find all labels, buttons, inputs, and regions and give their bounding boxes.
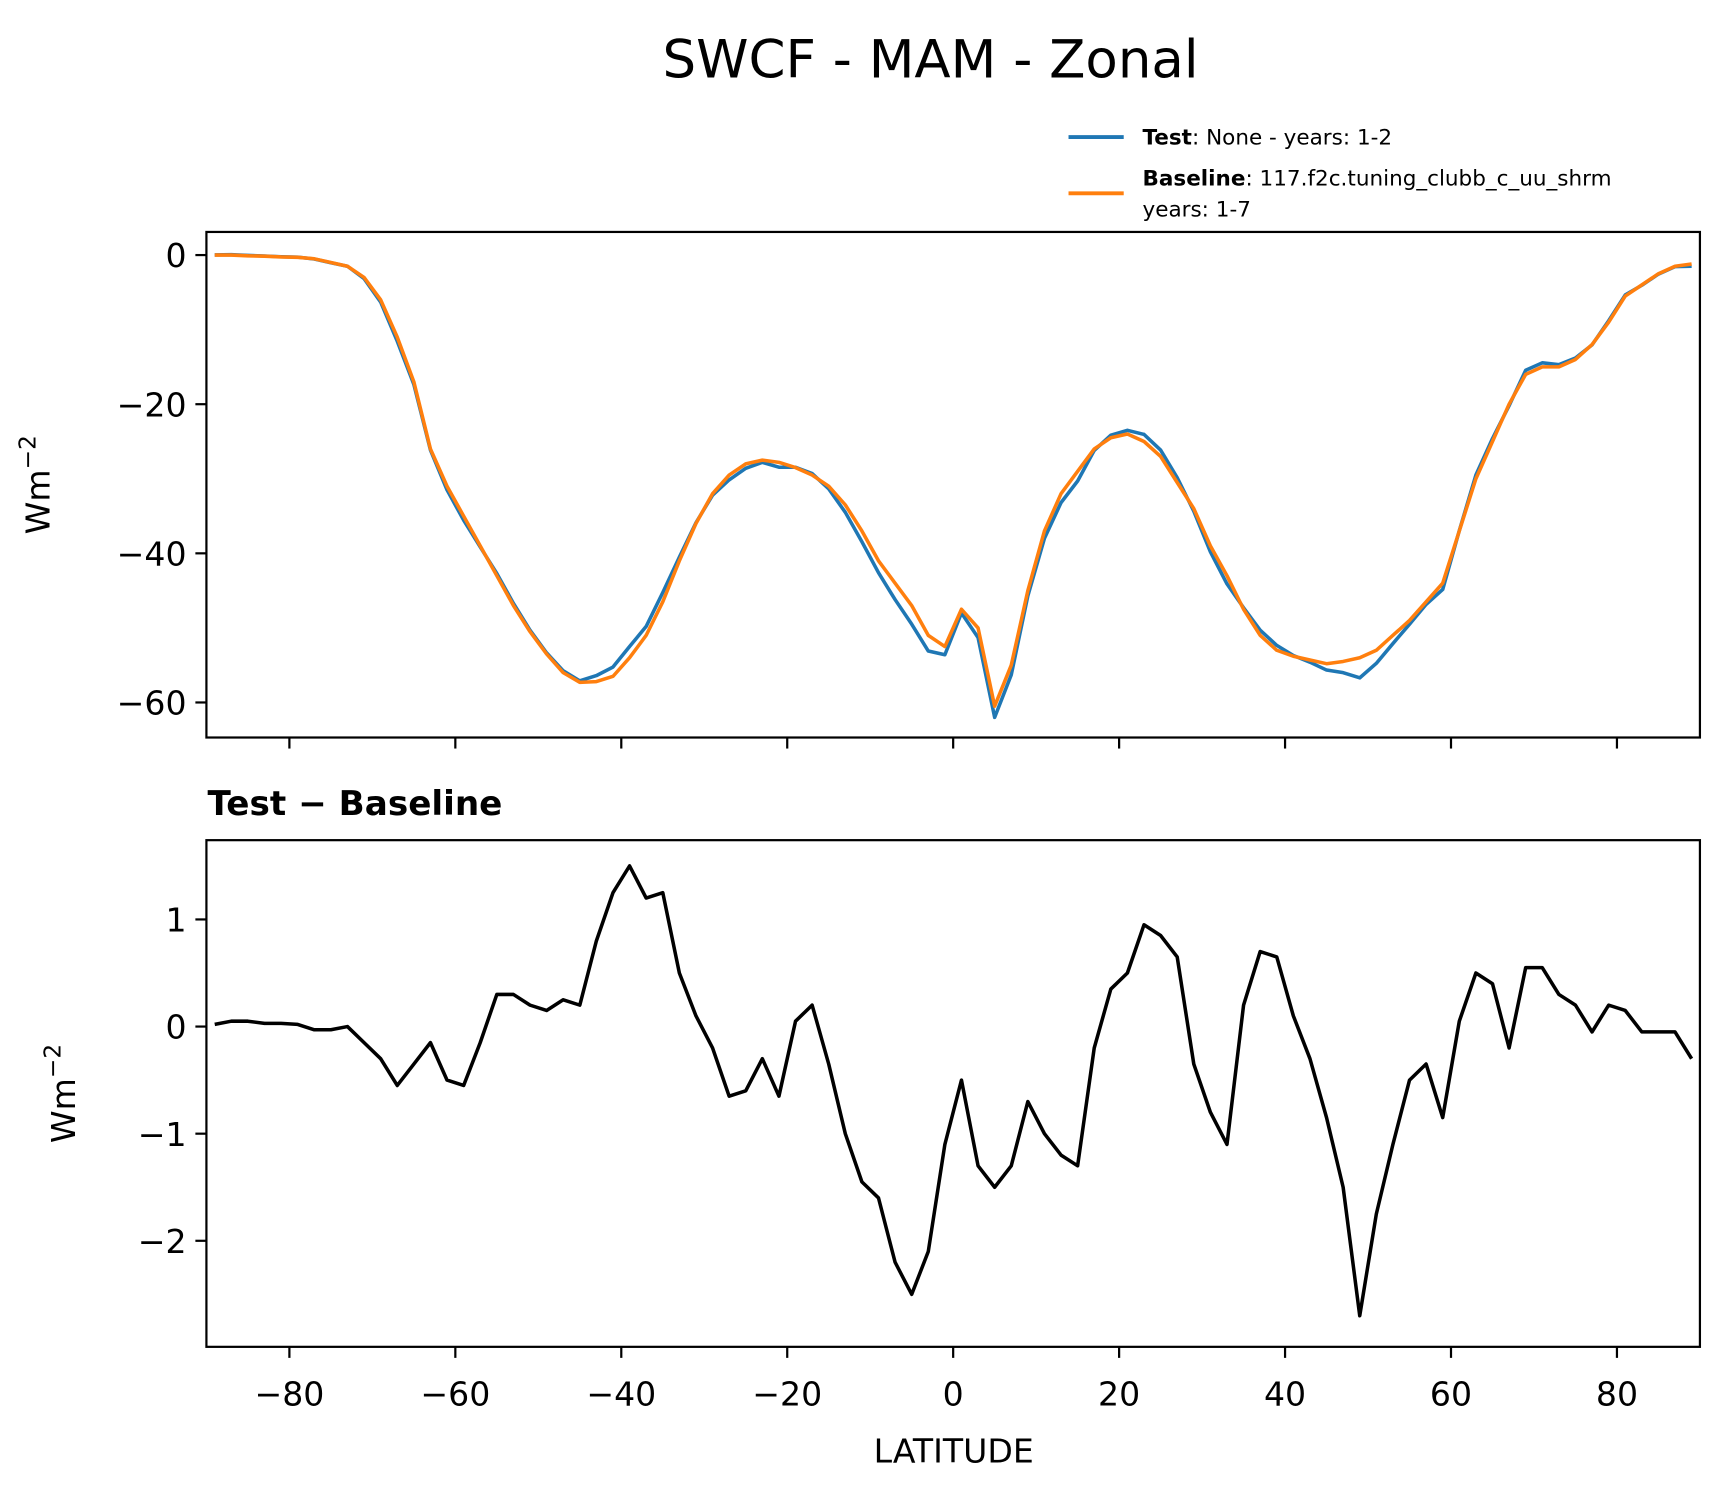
subplot-title: Test − Baseline — [208, 784, 503, 824]
data-line — [214, 864, 1694, 1318]
y-axis-label: Wm−2 — [40, 1044, 83, 1143]
legend-description: : None - years: 1-2 — [1192, 126, 1392, 151]
legend-description: years: 1-7 — [1142, 197, 1250, 222]
y-tick-label: 1 — [165, 901, 186, 940]
y-axis-label-base: Wm — [19, 469, 58, 534]
legend-label: Baseline: 117.f2c.tuning_clubb_c_uu_shrm — [1142, 167, 1611, 192]
figure-title: SWCF - MAM - Zonal — [662, 29, 1198, 90]
legend-name: Baseline — [1142, 167, 1245, 192]
y-tick-label: −20 — [117, 385, 187, 424]
data-line — [214, 253, 1692, 708]
x-tick-label: −80 — [254, 1374, 324, 1413]
y-axis-label: Wm−2 — [14, 435, 57, 534]
legend-label: Test: None - years: 1-2 — [1142, 126, 1392, 151]
y-tick-label: −2 — [138, 1222, 187, 1261]
x-tick-label: 20 — [1098, 1374, 1140, 1413]
x-tick-label: −60 — [420, 1374, 490, 1413]
y-tick-label: −1 — [138, 1115, 187, 1154]
x-axis-label: LATITUDE — [874, 1432, 1034, 1471]
y-tick-label: 0 — [165, 1008, 186, 1047]
x-tick-label: 80 — [1596, 1374, 1638, 1413]
plot-frame — [205, 839, 1702, 1348]
x-tick-label: −20 — [752, 1374, 822, 1413]
y-tick-label: −60 — [117, 684, 187, 723]
y-axis-label-exponent: −2 — [40, 1044, 67, 1078]
legend-name: Test — [1142, 126, 1192, 151]
x-tick-label: 0 — [943, 1374, 964, 1413]
x-tick-label: −40 — [586, 1374, 656, 1413]
y-axis-label-exponent: −2 — [14, 435, 41, 469]
y-tick-label: −40 — [117, 534, 187, 573]
legend-label: years: 1-7 — [1142, 197, 1250, 222]
y-axis-label-base: Wm — [44, 1078, 83, 1143]
y-tick-label: 0 — [165, 236, 186, 275]
x-tick-label: 40 — [1264, 1374, 1306, 1413]
legend-description: : 117.f2c.tuning_clubb_c_uu_shrm — [1245, 167, 1611, 192]
x-tick-label: 60 — [1430, 1374, 1472, 1413]
plot-frame — [205, 230, 1702, 739]
